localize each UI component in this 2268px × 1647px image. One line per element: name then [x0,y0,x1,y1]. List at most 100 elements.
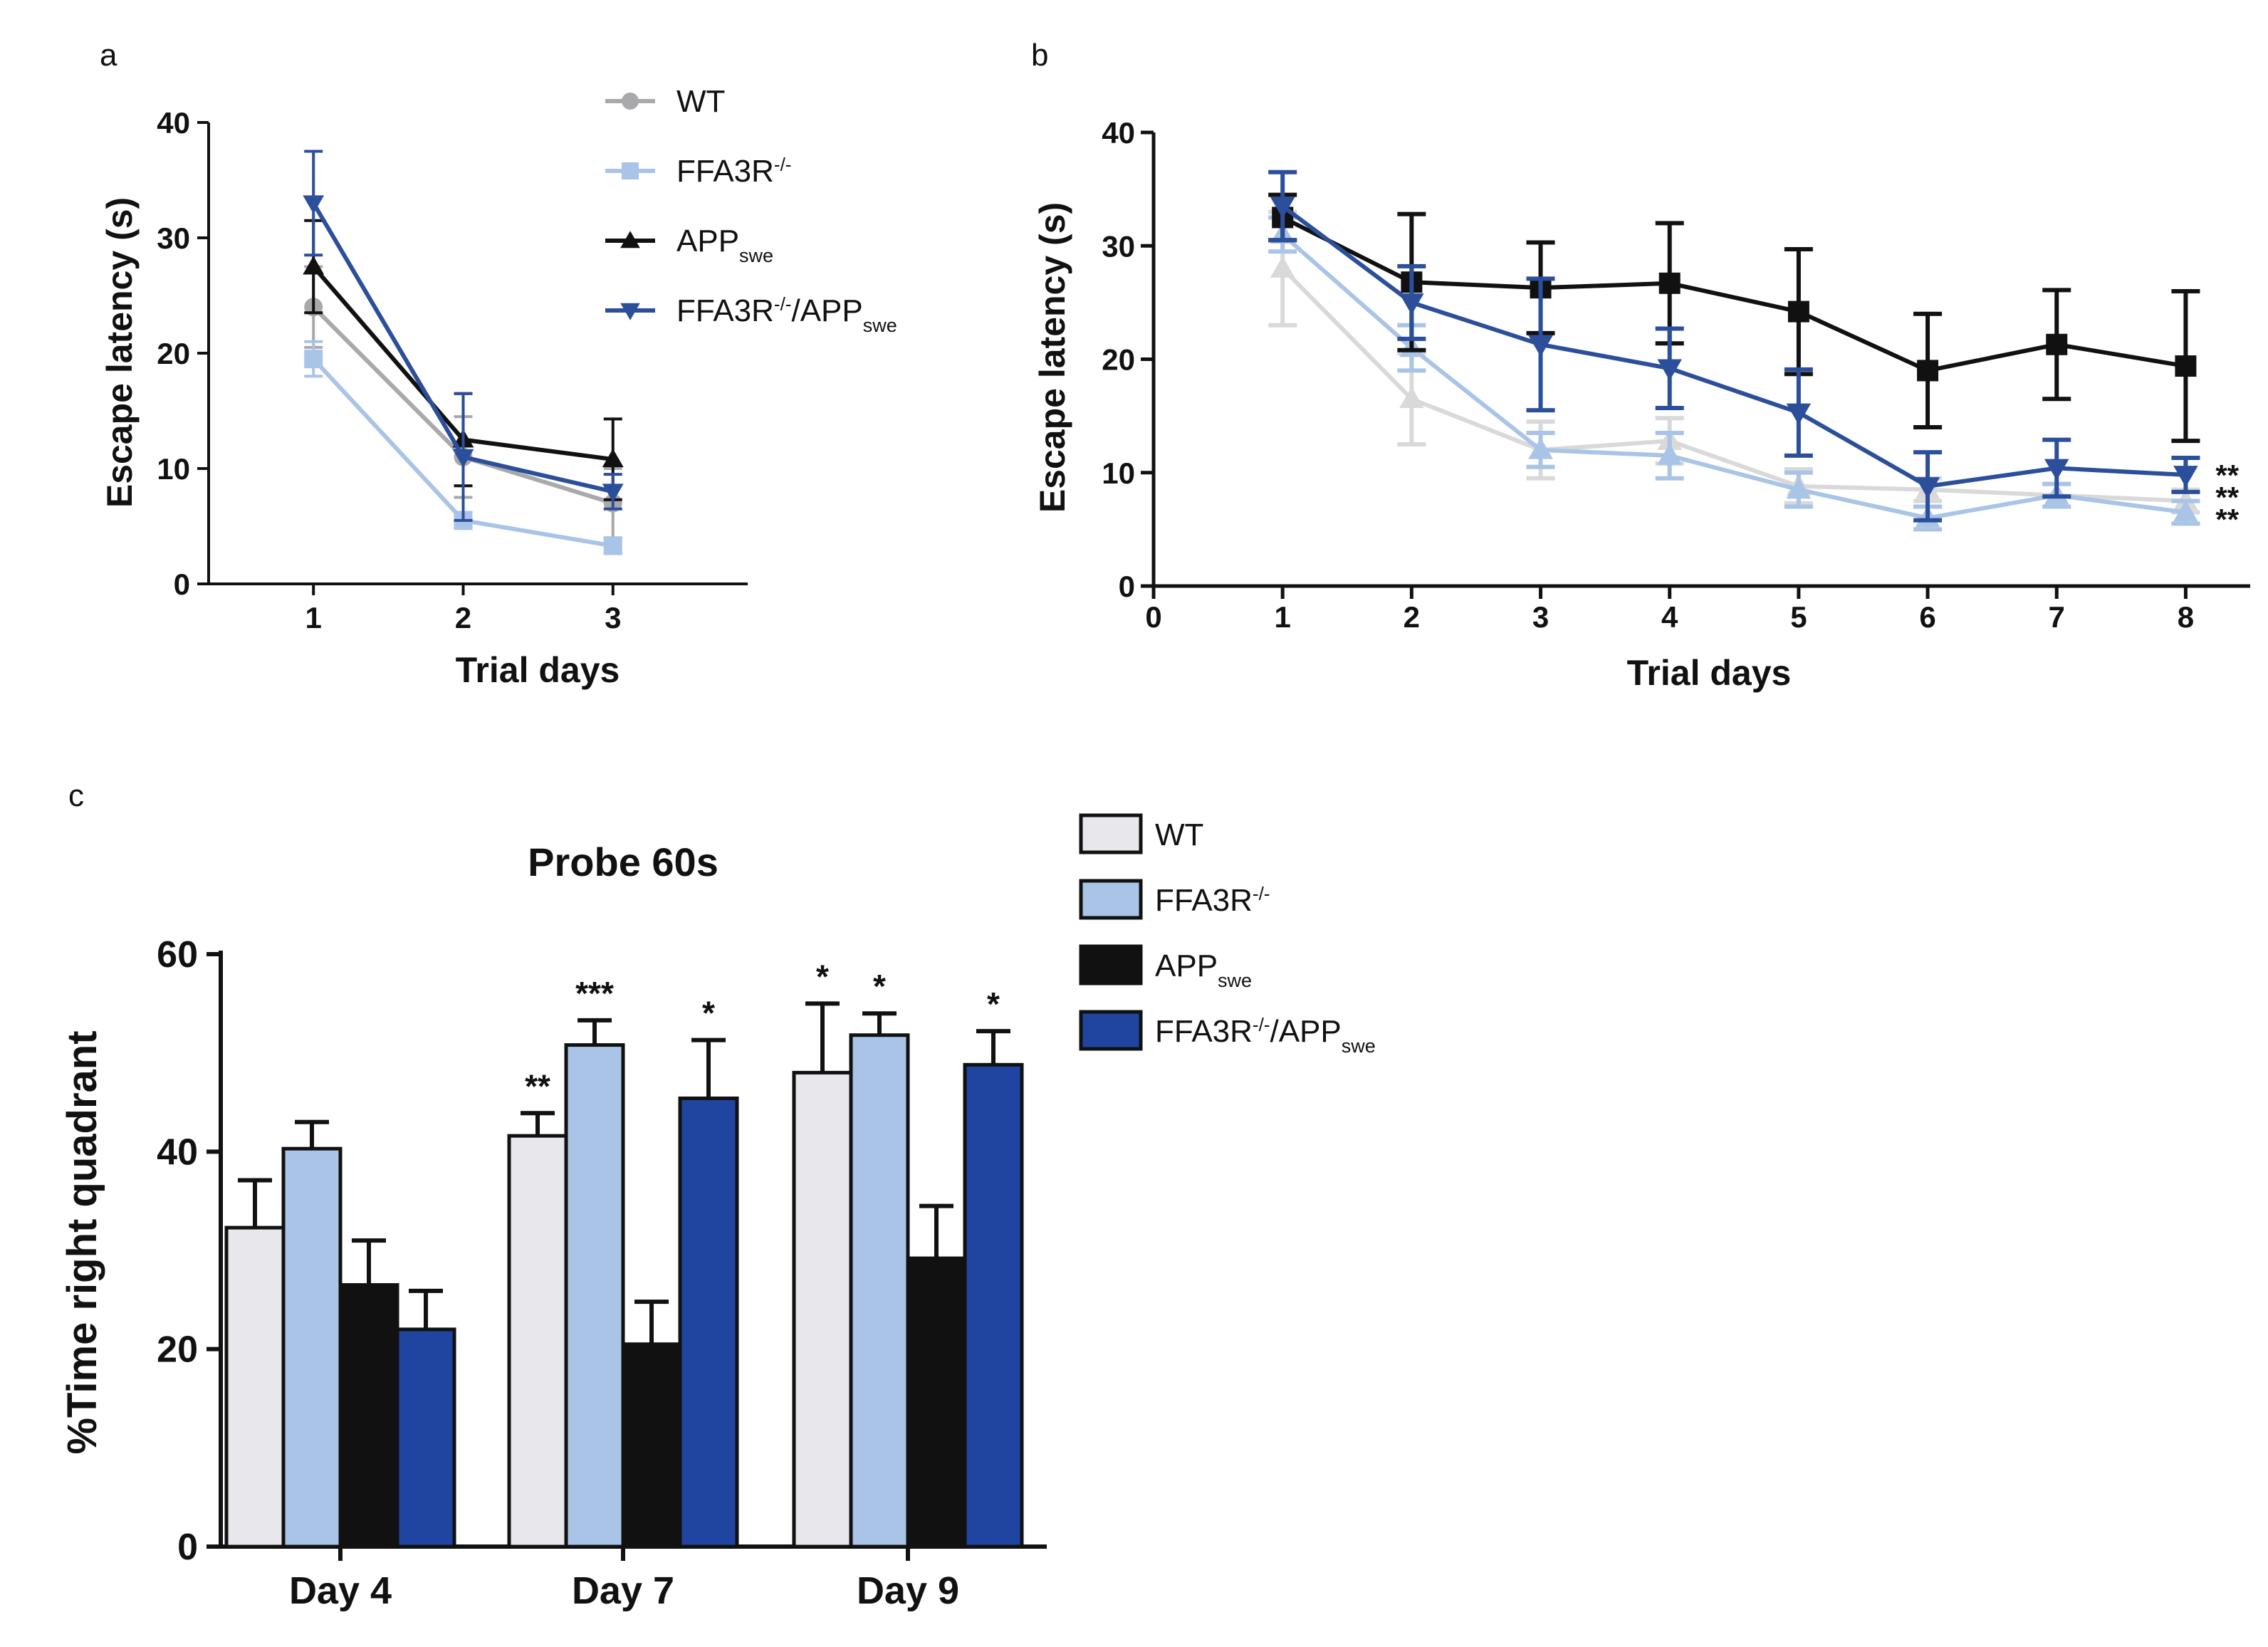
panel-b-series-line [1281,233,2186,521]
panel-b-x-tick-label: 3 [1532,600,1549,634]
panel-b-y-tick-label: 0 [1119,570,1135,603]
panel-c-y-tick-label: 40 [157,1131,198,1173]
panel-c-bar [395,1327,456,1549]
legend-marker-ffa3r [622,162,639,179]
panel-c-significance-marker: *** [575,975,614,1012]
legend-label-ffa3r: FFA3R-/- [676,154,791,189]
legend-label-base: FFA3R [676,154,774,189]
legend-label-base: FFA3R [1155,1014,1253,1049]
panel-b-y-tick-label: 10 [1102,456,1135,490]
panel-a-y-axis-title: Escape latency (s) [100,197,140,508]
panel-c-bar [849,1033,910,1549]
panel-a-x-tick-label: 2 [455,601,471,634]
panel-c-series-wt: *** [224,958,853,1549]
panel-a-data-point [304,350,323,369]
panel-a-y-tick-label: 10 [157,452,190,486]
panel-b-y-tick-label: 20 [1102,343,1135,377]
panel-a-y-tick-label: 30 [157,221,190,255]
panel-b-data-point [1657,359,1682,381]
legend-label-sup: -/- [1253,883,1270,904]
panel-b-significance-marker: ** [2215,503,2239,536]
panel-b-x-tick-label: 4 [1661,600,1678,634]
panel-b-y-tick-label: 40 [1102,116,1135,150]
panel-b-data-point [2173,500,2198,522]
panel-c-significance-marker: ** [525,1067,550,1104]
panel-c-bar [281,1146,343,1549]
panel-a-x-tick-label: 1 [305,601,322,634]
panel-c-significance-marker: * [873,968,886,1005]
panel-c-y-axis-title: %Time right quadrant [59,1030,105,1454]
panel-b-x-tick-label: 2 [1404,600,1420,634]
panel-b-x-tick-label: 5 [1790,600,1807,634]
legend-marker-appswe [620,231,640,249]
panel-b-significance-marker: ** [2215,481,2239,514]
panel-c-bar [338,1283,399,1549]
panel-b-data-point [1528,437,1553,459]
panel-c-bar [224,1225,286,1549]
panel-b-significance-marker: ** [2215,459,2239,492]
panel-c-y-tick-label: 60 [157,934,198,976]
legend-label-ffa3r: FFA3R-/- [1155,883,1270,918]
legend-label-wt: WT [1155,817,1203,852]
legend-label-tail: /APP [791,293,862,328]
panel-b-series-line [1281,215,2186,373]
legend-marker-wt [622,93,639,110]
panel-b-series-line [1281,204,2186,488]
legend-label-sup: -/- [774,154,792,175]
panel-a-data-point [603,536,622,555]
panel-c-letter: c [68,778,84,813]
panel-b-data-point [1787,300,1809,323]
panel-b-x-axis-title: Trial days [1627,653,1792,693]
legend-label-wt: WT [676,84,725,119]
legend-swatch-wt [1079,813,1143,854]
panel-c-y-tick-label: 0 [177,1527,198,1568]
legend-label-sub: swe [1342,1035,1376,1057]
panel-c-category-label: Day 9 [857,1569,959,1612]
legend-label-tail: /APP [1270,1014,1341,1049]
panel-c-category-label: Day 7 [572,1569,674,1612]
panel-b-data-point [1270,256,1295,278]
panel-b-x-tick-label: 0 [1145,600,1161,634]
panel-a-x-axis-title: Trial days [456,650,620,690]
panel-a-plot: 0 10 20 30 40 1 2 3 [157,106,748,634]
panel-b-data-point [2175,355,2197,377]
legend-label-sub: swe [863,315,897,336]
panel-c-bar [564,1043,625,1549]
legend-label-appswe: APPswe [676,224,773,266]
legend-label-base: APP [676,224,739,258]
panel-b-data-point [1786,477,1812,499]
panel-c-series-ffa3r-appswe: * * [395,985,1024,1549]
legend-label-ffa3r-appswe: FFA3R-/-/APPswe [676,293,897,336]
panel-b-data-point [1915,477,1940,499]
legend-label-sub: swe [1218,970,1252,991]
panel-a-data-point [602,449,624,468]
panel-b-letter: b [1031,38,1048,73]
panel-b-y-axis-title: Escape latency (s) [1033,202,1072,513]
panel-a-data-point [303,195,325,214]
panel-a-y-tick-label: 20 [157,337,190,370]
legend-swatch-ffa3r [1079,879,1143,920]
panel-b-data-point [1658,272,1681,294]
panel-c-bar [963,1062,1024,1549]
panel-b-x-tick-label: 7 [2049,600,2065,634]
panel-a-y-tick-label: 0 [174,568,190,601]
panel-c: c Probe 60s WTFFA3R-/-APPsweFFA3R-/-/APP… [59,778,1376,1612]
panel-c-y-tick-label: 20 [157,1329,198,1371]
legend-label-appswe: APPswe [1155,948,1252,991]
panel-b-data-point [1917,360,1939,382]
panel-b-data-point [1399,386,1424,408]
panel-a-data-point [602,483,624,503]
panel-b-data-point [1528,335,1553,357]
panel-c-significance-marker: * [816,958,829,995]
panel-c-series-ffa3r: *** * [281,968,910,1549]
panel-c-significance-marker: * [702,995,715,1032]
panel-b-data-point [2046,333,2068,355]
legend-label-sup: -/- [774,293,792,315]
panel-c-bar [507,1134,568,1549]
panel-c-bar [621,1342,682,1549]
